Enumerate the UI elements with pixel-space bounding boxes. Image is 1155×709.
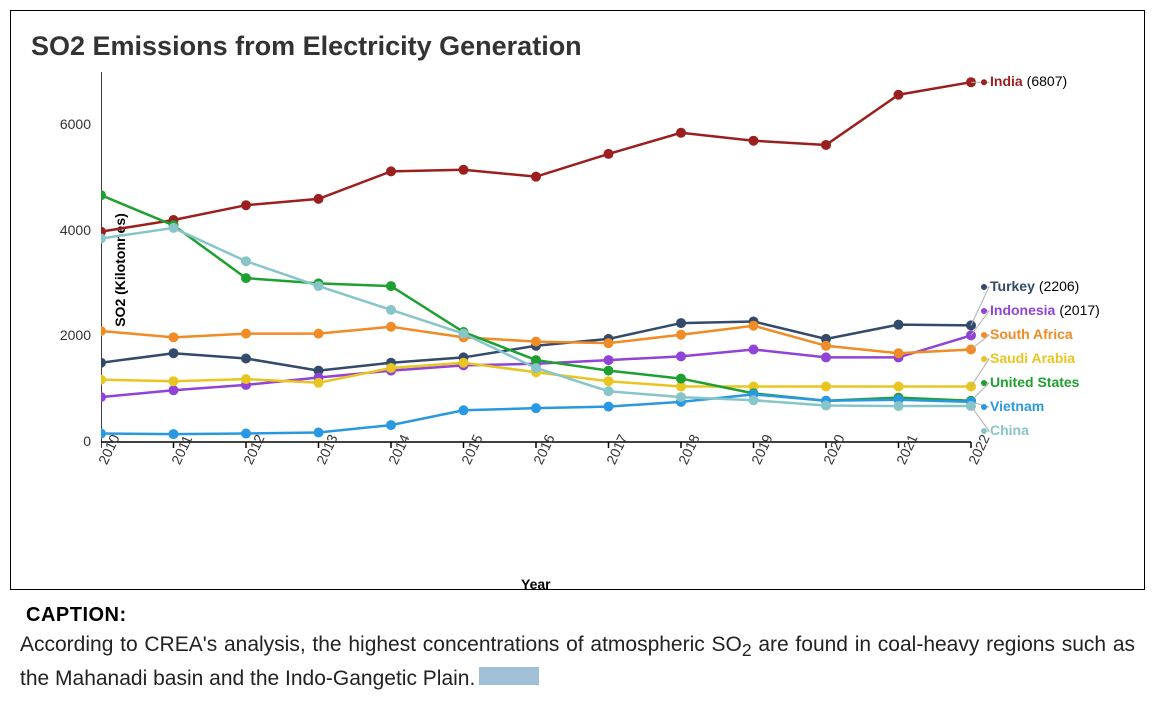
plot-area: SO2 (Kilotonnes) 02000400060002010201120… (101, 72, 1134, 532)
series-label-south-africa: South Africa (990, 326, 1073, 342)
chart-panel: SO2 Emissions from Electricity Generatio… (10, 10, 1145, 590)
series-label-turkey: Turkey(2206) (990, 278, 1079, 294)
y-tick-label: 4000 (46, 222, 91, 238)
series-label-indonesia: Indonesia(2017) (990, 302, 1100, 318)
line-chart-svg (101, 72, 1155, 482)
caption-text-part1: According to CREA's analysis, the highes… (20, 633, 742, 656)
y-tick-label: 2000 (46, 327, 91, 343)
caption-block: CAPTION: According to CREA's analysis, t… (10, 604, 1145, 695)
series-label-india: India(6807) (990, 73, 1067, 89)
series-label-united-states: United States (990, 374, 1079, 390)
caption-text: According to CREA's analysis, the highes… (20, 629, 1135, 695)
series-label-china: China (990, 422, 1029, 438)
text-selection-highlight (479, 667, 539, 685)
x-axis-label: Year (521, 576, 551, 592)
caption-label: CAPTION: (20, 604, 1135, 627)
chart-title: SO2 Emissions from Electricity Generatio… (31, 31, 1134, 62)
y-tick-label: 6000 (46, 116, 91, 132)
y-tick-label: 0 (46, 433, 91, 449)
caption-subscript: 2 (742, 640, 752, 660)
series-label-vietnam: Vietnam (990, 398, 1044, 414)
series-label-saudi-arabia: Saudi Arabia (990, 350, 1075, 366)
